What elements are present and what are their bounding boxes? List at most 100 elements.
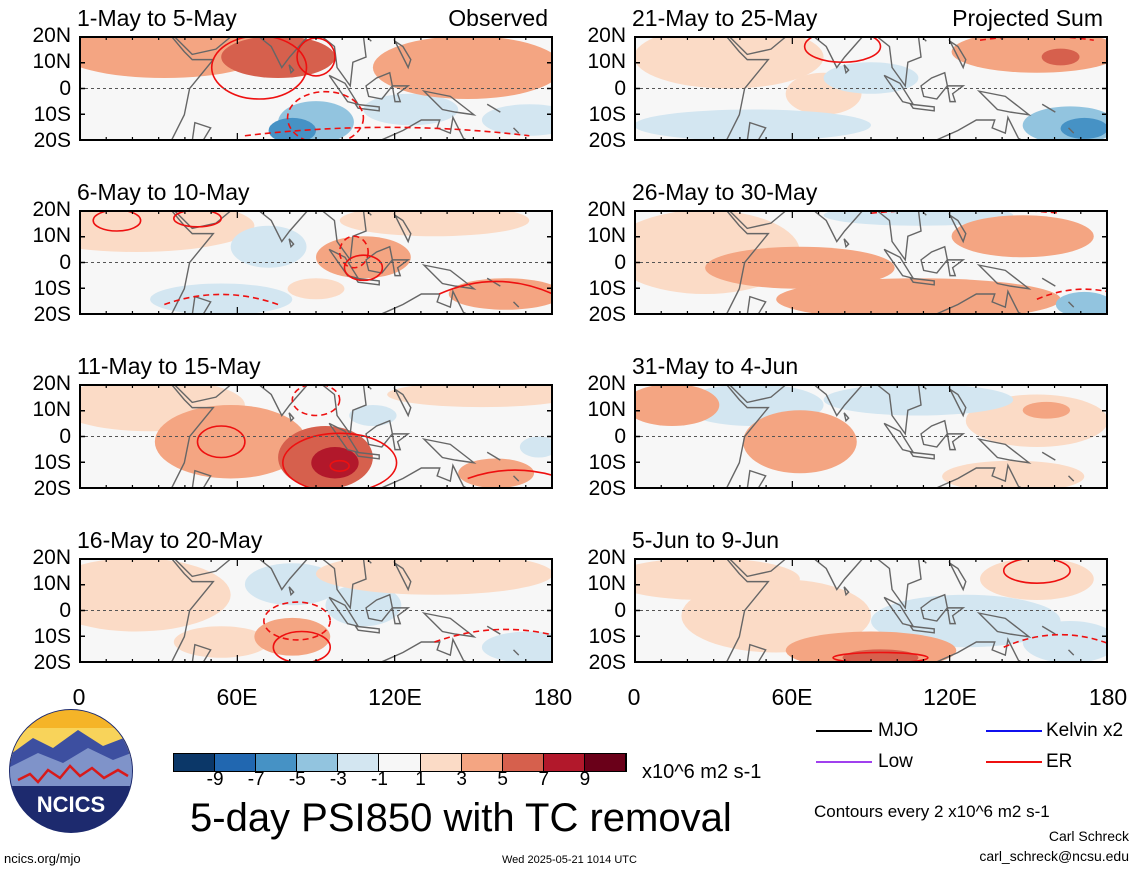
latitude-label: 0: [59, 250, 71, 274]
longitude-label: 120E: [368, 684, 422, 710]
er-contour: [979, 36, 1094, 41]
latitude-label: 20S: [588, 129, 626, 152]
coastline: [946, 259, 966, 277]
coastline: [812, 36, 864, 69]
coastline: [421, 437, 477, 464]
longitude-label: 60E: [216, 684, 258, 710]
coastline: [393, 39, 412, 70]
coastline: [634, 36, 770, 141]
coastline: [257, 558, 309, 591]
latitude-label: 0: [59, 76, 71, 100]
colorbar-tick-label: -9: [206, 769, 224, 790]
coastline: [421, 263, 477, 290]
panel-tag: Projected Sum: [952, 5, 1103, 31]
map-plot: [79, 210, 553, 315]
coastline: [812, 384, 864, 417]
colorbar-swatch: [584, 754, 627, 771]
latitude-label: 20N: [32, 546, 71, 569]
legend-low: Low: [878, 751, 913, 772]
er-contour: [803, 36, 882, 64]
main-title: 5-day PSI850 with TC removal: [190, 796, 732, 840]
colorbar-tick-label: 7: [538, 769, 550, 790]
latitude-label: 20S: [588, 651, 626, 674]
site-link[interactable]: ncics.org/mjo: [4, 851, 81, 866]
coastline: [728, 210, 788, 230]
shading-region: [372, 36, 553, 99]
er-contour: [282, 432, 398, 489]
coastline: [843, 64, 850, 75]
latitude-label: 10N: [587, 572, 626, 596]
colorbar-tick-label: 3: [456, 769, 467, 790]
coastline: [393, 213, 412, 244]
shading-region: [705, 246, 895, 289]
shading-region: [1060, 117, 1108, 139]
coastline: [1068, 127, 1075, 134]
legend: MJO Low Kelvin x2 ER: [812, 718, 1132, 788]
shading-region: [79, 210, 255, 252]
coastline: [746, 295, 767, 315]
colorbar-tick-label: -7: [247, 769, 265, 790]
coastline: [378, 637, 470, 663]
coastline: [513, 301, 520, 308]
coastline: [1041, 277, 1056, 287]
colorbar-tick-label: 1: [415, 769, 426, 790]
latitude-label: 10N: [32, 398, 71, 422]
longitude-label: 180: [1088, 684, 1128, 710]
latitude-label: 10N: [32, 572, 71, 596]
coastline: [79, 384, 215, 489]
coastline: [875, 558, 922, 610]
er-contour: [1002, 558, 1071, 584]
er-contour: [173, 210, 222, 228]
coastline: [257, 36, 309, 69]
coastline: [320, 36, 367, 88]
coastline: [875, 384, 922, 436]
coastline: [173, 558, 233, 578]
coastline: [391, 433, 411, 451]
panel-title: 1-May to 5-May: [77, 5, 237, 31]
coastline: [391, 259, 411, 277]
map-plot: [634, 36, 1108, 141]
colorbar-swatch: [338, 754, 380, 771]
latitude-label: 10S: [33, 102, 71, 126]
panel-title: 21-May to 25-May: [632, 5, 818, 31]
coastline: [728, 558, 788, 578]
coastline: [946, 433, 966, 451]
latitude-label: 0: [614, 76, 626, 100]
coastline: [634, 558, 770, 663]
coastline: [948, 39, 967, 70]
ncics-logo: NCICS: [8, 708, 134, 834]
coastline: [368, 212, 372, 216]
coastline: [354, 625, 380, 634]
shading-region: [1022, 401, 1071, 419]
latitude-label: 10N: [587, 398, 626, 422]
author: Carl Schreck: [1048, 828, 1129, 844]
colorbar-swatch: [379, 754, 421, 771]
coastline: [378, 463, 470, 489]
coastline: [421, 89, 477, 116]
latitude-label: 20N: [587, 546, 626, 569]
er-contour: [210, 36, 308, 100]
coastline: [191, 643, 212, 663]
coastline: [746, 121, 767, 141]
shading-region: [173, 626, 269, 658]
er-contour: [832, 651, 929, 663]
shading-region: [349, 405, 397, 426]
er-contour: [438, 280, 553, 295]
coastline: [933, 115, 1025, 141]
contour-note: Contours every 2 x10^6 m2 s-1: [814, 802, 1050, 821]
shading-region: [481, 631, 553, 663]
coastline: [257, 210, 309, 243]
latitude-label: 10N: [587, 224, 626, 248]
coastline: [946, 85, 966, 103]
map-plot: [79, 384, 553, 489]
latitude-label: 10N: [587, 50, 626, 74]
coastline: [948, 387, 967, 418]
coastline: [843, 238, 850, 249]
panel-title: 5-Jun to 9-Jun: [632, 527, 780, 553]
shading-region: [79, 36, 269, 78]
coastline: [486, 451, 501, 461]
er-contour: [291, 384, 341, 417]
shading-region: [311, 447, 359, 479]
coastline: [368, 38, 372, 42]
latitude-label: 20N: [587, 198, 626, 221]
